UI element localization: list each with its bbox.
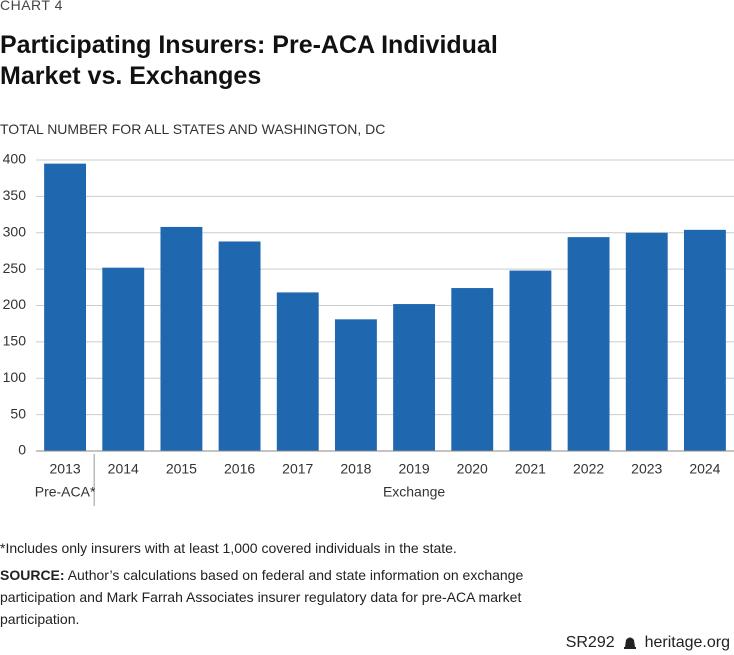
bar xyxy=(276,292,319,451)
bar xyxy=(160,226,203,451)
y-tick-label: 400 xyxy=(3,151,27,167)
x-tick-label: 2014 xyxy=(108,461,139,477)
group-label: Exchange xyxy=(383,484,445,500)
subtitle: TOTAL NUMBER FOR ALL STATES AND WASHINGT… xyxy=(0,121,386,137)
x-tick-label: 2019 xyxy=(399,461,430,477)
x-tick-label: 2018 xyxy=(340,461,371,477)
chart: 0 50 100 150 200 250 300 350 400 2013 2014 2015 2016… xyxy=(3,151,734,506)
bar xyxy=(102,267,145,451)
footer: SR292 heritage.org xyxy=(566,634,730,652)
source: SOURCE: Author’s calculations based on f… xyxy=(0,564,600,630)
y-tick-label: 0 xyxy=(18,442,26,458)
x-tick-label: 2016 xyxy=(224,461,255,477)
y-tick-label: 350 xyxy=(3,187,27,203)
bell-icon xyxy=(623,637,636,649)
bar xyxy=(567,237,610,451)
bar xyxy=(509,270,552,451)
group-label: Pre-ACA* xyxy=(35,484,96,500)
y-tick-label: 250 xyxy=(3,260,27,276)
y-tick-label: 50 xyxy=(10,405,26,421)
bar xyxy=(334,319,377,451)
y-tick-label: 150 xyxy=(3,333,27,349)
bar xyxy=(625,232,668,451)
x-tick-label: 2021 xyxy=(515,461,546,477)
x-tick-label: 2024 xyxy=(689,461,720,477)
x-tick-label: 2013 xyxy=(50,461,81,477)
bar xyxy=(451,288,494,451)
y-tick-label: 200 xyxy=(3,296,27,312)
bar xyxy=(218,241,261,451)
x-tick-label: 2023 xyxy=(631,461,662,477)
y-tick-label: 300 xyxy=(3,223,27,239)
x-tick-label: 2022 xyxy=(573,461,604,477)
chart-title: Participating Insurers: Pre-ACA Individu… xyxy=(0,31,498,90)
bar xyxy=(393,304,436,451)
kicker: CHART 4 xyxy=(0,0,63,13)
y-tick-label: 100 xyxy=(3,369,27,385)
source-text: Author’s calculations based on federal a… xyxy=(0,567,524,627)
bar xyxy=(44,163,87,451)
footnote: *Includes only insurers with at least 1,… xyxy=(0,540,457,556)
x-tick-label: 2020 xyxy=(457,461,488,477)
bar xyxy=(683,229,726,451)
x-tick-label: 2015 xyxy=(166,461,197,477)
x-tick-label: 2017 xyxy=(282,461,313,477)
site: heritage.org xyxy=(644,634,730,651)
report-id: SR292 xyxy=(565,634,615,651)
source-label: SOURCE: xyxy=(0,567,65,583)
